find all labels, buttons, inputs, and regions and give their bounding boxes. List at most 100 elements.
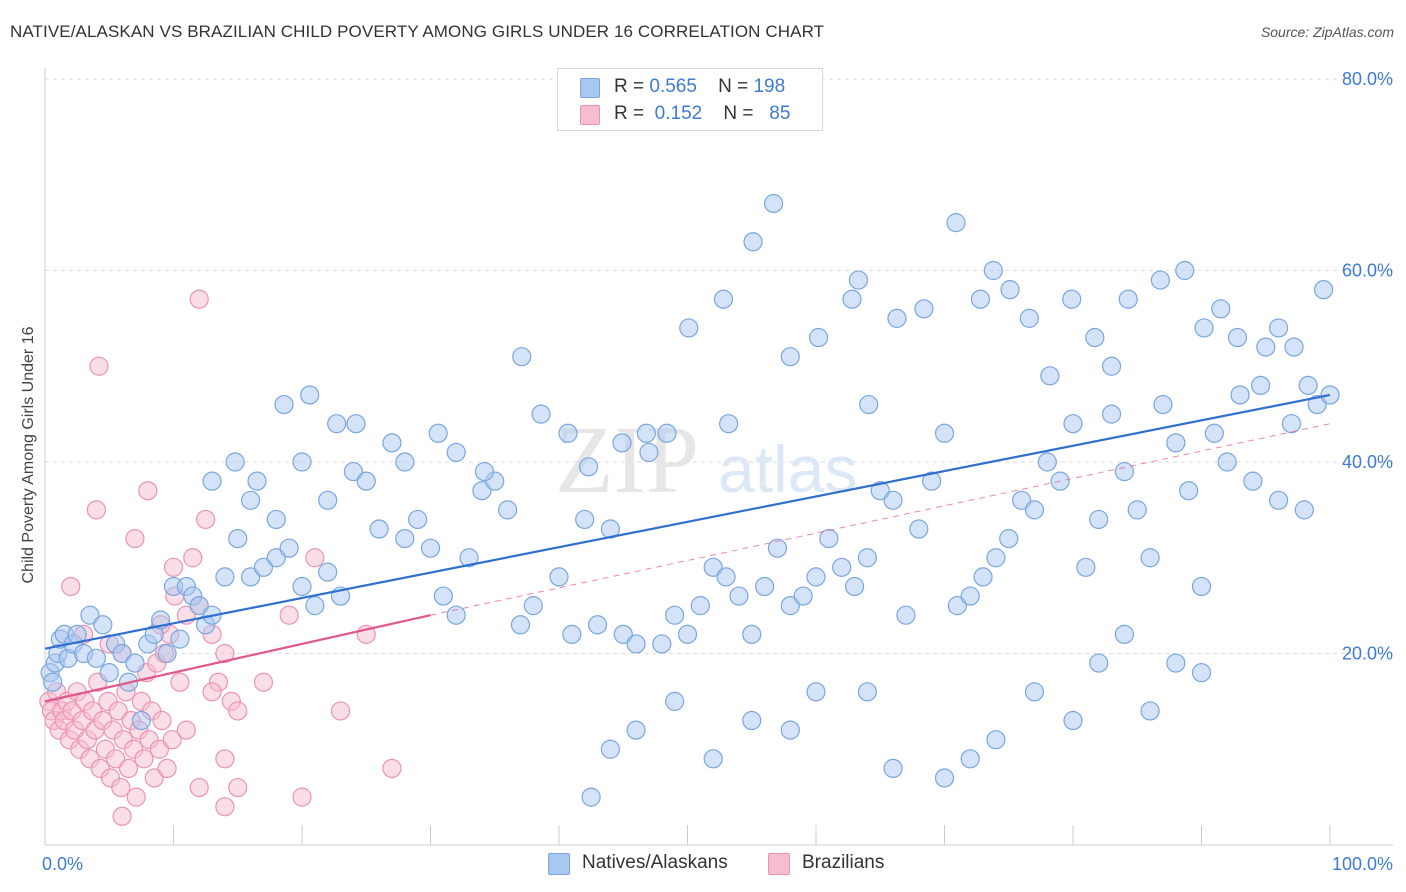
brazilians-point	[126, 787, 146, 807]
natives-point	[613, 624, 633, 644]
natives-point	[1076, 557, 1096, 577]
natives-point	[1118, 289, 1138, 309]
natives-point	[1191, 576, 1212, 597]
natives-point	[99, 663, 119, 683]
natives-point	[763, 193, 784, 214]
natives-point	[677, 624, 698, 644]
natives-point	[716, 567, 736, 587]
natives-point	[626, 634, 646, 654]
natives-point	[743, 232, 763, 252]
natives-point	[112, 643, 132, 664]
legend: R = 0.565 N = 198 R = 0.152 N = 85	[557, 68, 823, 131]
natives-point	[343, 461, 363, 482]
natives-point	[523, 596, 543, 616]
natives-point	[1011, 490, 1032, 510]
natives-point	[1140, 701, 1160, 721]
natives-point	[1153, 394, 1173, 415]
natives-point	[986, 548, 1006, 568]
natives-point	[729, 586, 749, 606]
legend-n-label: N =	[723, 103, 754, 124]
natives-point	[1101, 356, 1122, 376]
natives-point	[780, 596, 800, 616]
natives-point	[793, 586, 813, 606]
natives-point	[562, 624, 582, 644]
natives-point	[1062, 289, 1082, 309]
brazilians-point	[112, 806, 132, 826]
legend-swatch-natives	[580, 78, 600, 98]
natives-point	[472, 481, 492, 501]
natives-point	[859, 394, 879, 415]
natives-point	[808, 327, 829, 348]
natives-point	[1313, 280, 1334, 300]
natives-point	[305, 596, 325, 616]
source-label: Source: ZipAtlas.com	[1260, 24, 1394, 40]
natives-point	[510, 615, 531, 635]
x-tick-label: 0.0%	[42, 854, 83, 874]
natives-point	[1089, 653, 1109, 673]
y-axis-label: Child Poverty Among Girls Under 16	[20, 326, 37, 583]
natives-point	[754, 576, 775, 597]
natives-point	[531, 404, 551, 424]
natives-point	[1037, 452, 1057, 472]
brazilians-point	[176, 720, 196, 740]
natives-point	[600, 739, 621, 759]
legend-swatch-brazilians	[580, 105, 600, 125]
natives-point	[408, 509, 428, 530]
natives-point	[960, 749, 980, 769]
brazilians-point	[183, 548, 203, 568]
y-tick-label: 20.0%	[1342, 644, 1393, 664]
natives-point	[498, 500, 518, 520]
natives-point	[1166, 433, 1186, 453]
brazilians-point	[215, 749, 235, 769]
natives-point	[1140, 548, 1160, 568]
natives-point	[665, 691, 685, 711]
natives-point	[420, 538, 441, 558]
natives-point	[369, 519, 389, 539]
brazilians-point	[189, 289, 209, 309]
natives-point	[228, 528, 248, 549]
natives-point	[93, 615, 113, 635]
natives-point	[1127, 500, 1147, 520]
natives-point	[806, 567, 826, 587]
natives-point	[395, 452, 415, 472]
natives-point	[327, 414, 347, 434]
natives-point	[780, 720, 800, 740]
brazilians-point	[138, 481, 158, 501]
brazilians-trend-line	[44, 614, 431, 703]
natives-point	[575, 509, 595, 530]
natives-point	[346, 414, 366, 434]
natives-point	[713, 289, 734, 309]
natives-point	[202, 471, 222, 491]
natives-point	[1175, 260, 1195, 281]
natives-point	[1114, 624, 1135, 644]
natives-point	[914, 299, 934, 319]
natives-point	[1281, 414, 1302, 434]
natives-point	[1307, 394, 1327, 415]
natives-point	[274, 394, 294, 415]
natives-point	[253, 557, 274, 577]
brazilians-point	[118, 758, 139, 779]
natives-point	[1024, 500, 1045, 520]
natives-point	[999, 528, 1019, 549]
brazilians-point	[162, 730, 182, 750]
brazilians-point	[196, 509, 216, 530]
bottom-legend-swatch-brazilians	[768, 853, 790, 875]
natives-point	[612, 433, 632, 453]
watermark-atlas: atlas	[718, 432, 857, 506]
tick-labels: 20.0% 40.0% 60.0% 80.0% 0.0% 100.0%	[42, 69, 1393, 874]
brazilians-point	[228, 701, 248, 721]
natives-point	[703, 557, 723, 577]
natives-point	[459, 548, 479, 568]
natives-point	[170, 629, 190, 649]
natives-point	[986, 730, 1006, 750]
brazilians-point	[149, 739, 169, 759]
natives-point	[558, 423, 578, 443]
natives-point	[395, 528, 415, 549]
natives-point	[1024, 682, 1045, 702]
natives-point	[983, 260, 1003, 281]
natives-point	[446, 605, 466, 625]
natives-point	[1085, 327, 1105, 348]
natives-point	[857, 682, 878, 702]
natives-point	[225, 452, 245, 472]
